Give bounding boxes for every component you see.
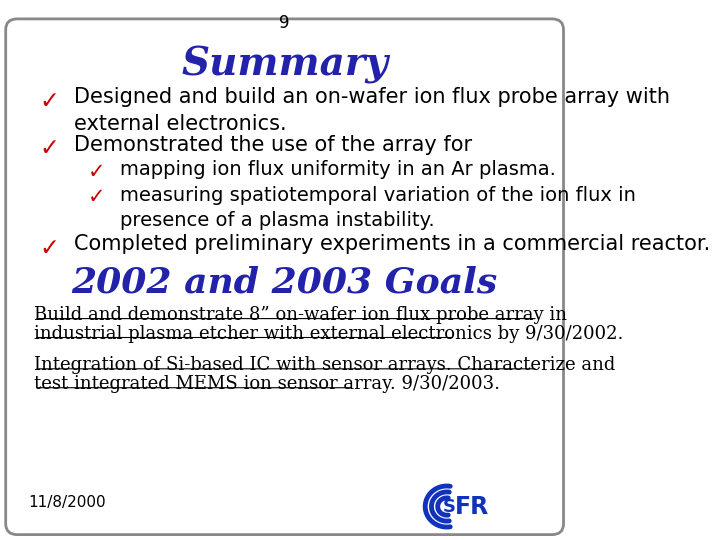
- Text: ✓: ✓: [89, 187, 106, 207]
- FancyBboxPatch shape: [6, 19, 564, 535]
- Text: S: S: [443, 497, 456, 516]
- Text: ✓: ✓: [40, 89, 60, 113]
- Text: Completed preliminary experiments in a commercial reactor.: Completed preliminary experiments in a c…: [74, 234, 710, 254]
- Text: Integration of Si-based IC with sensor arrays. Characterize and: Integration of Si-based IC with sensor a…: [34, 356, 616, 374]
- Text: 9: 9: [279, 14, 290, 31]
- Text: Summary: Summary: [181, 46, 388, 84]
- Text: measuring spatiotemporal variation of the ion flux in
presence of a plasma insta: measuring spatiotemporal variation of th…: [120, 186, 636, 230]
- Text: Demonstrated the use of the array for: Demonstrated the use of the array for: [74, 135, 472, 155]
- Text: Build and demonstrate 8” on-wafer ion flux probe array in: Build and demonstrate 8” on-wafer ion fl…: [34, 306, 567, 324]
- Text: ✓: ✓: [40, 236, 60, 260]
- Text: Designed and build an on-wafer ion flux probe array with
external electronics.: Designed and build an on-wafer ion flux …: [74, 87, 670, 134]
- Text: test integrated MEMS ion sensor array. 9/30/2003.: test integrated MEMS ion sensor array. 9…: [34, 375, 500, 393]
- Text: ✓: ✓: [40, 136, 60, 160]
- Text: 2002 and 2003 Goals: 2002 and 2003 Goals: [71, 266, 498, 300]
- Text: mapping ion flux uniformity in an Ar plasma.: mapping ion flux uniformity in an Ar pla…: [120, 160, 555, 179]
- Text: FR: FR: [455, 495, 490, 518]
- Text: industrial plasma etcher with external electronics by 9/30/2002.: industrial plasma etcher with external e…: [34, 325, 624, 343]
- Text: 11/8/2000: 11/8/2000: [29, 495, 106, 510]
- Text: ✓: ✓: [89, 162, 106, 182]
